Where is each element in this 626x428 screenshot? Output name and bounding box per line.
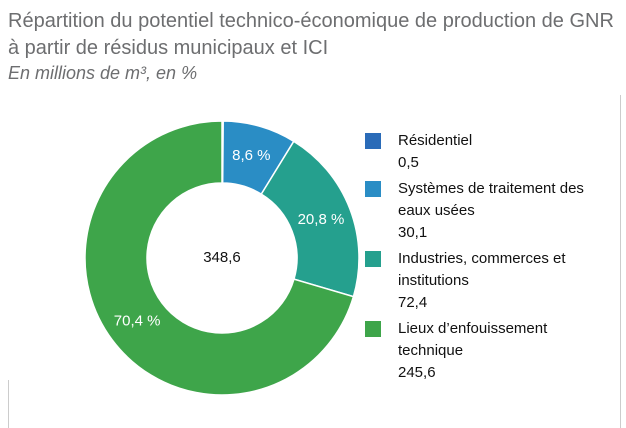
legend-entry: Industries, commerces et institutions 72,… bbox=[365, 248, 615, 314]
legend-swatch bbox=[365, 321, 381, 337]
chart-subtitle: En millions de m³, en % bbox=[8, 63, 198, 83]
frame-line bbox=[620, 95, 621, 428]
legend-swatch bbox=[365, 181, 381, 197]
percent-label: 70,4 % bbox=[114, 312, 161, 329]
total-label: 348,6 bbox=[203, 249, 241, 266]
legend-entry: Lieux d’enfouissement technique 245,6 bbox=[365, 318, 615, 384]
value-label: 0,5 bbox=[398, 154, 419, 171]
value-label: 30,1 bbox=[398, 224, 428, 241]
donut-slice bbox=[260, 140, 360, 298]
value-label: 72,4 bbox=[398, 294, 428, 311]
donut-slice bbox=[84, 120, 355, 396]
chart-title: Répartition du potentiel technico-économ… bbox=[8, 10, 614, 59]
value-label: 245,6 bbox=[398, 364, 436, 381]
legend-label: Lieux d’enfouissement technique bbox=[398, 320, 548, 359]
legend-swatch bbox=[365, 133, 381, 149]
percent-label: 8,6 % bbox=[232, 147, 270, 164]
legend-entry: Résidentiel 0,5 bbox=[365, 130, 615, 174]
frame-line bbox=[8, 380, 9, 428]
legend-swatch bbox=[365, 251, 381, 267]
legend-label: Résidentiel bbox=[398, 132, 473, 149]
percent-label: 20,8 % bbox=[298, 211, 345, 228]
legend-label: Systèmes de traitement des eaux usées bbox=[398, 180, 584, 219]
legend: Résidentiel 0,5 Systèmes de traitement des… bbox=[365, 130, 615, 388]
legend-label: Industries, commerces et institutions bbox=[398, 250, 566, 289]
legend-entry: Systèmes de traitement des eaux usées 30,… bbox=[365, 178, 615, 244]
